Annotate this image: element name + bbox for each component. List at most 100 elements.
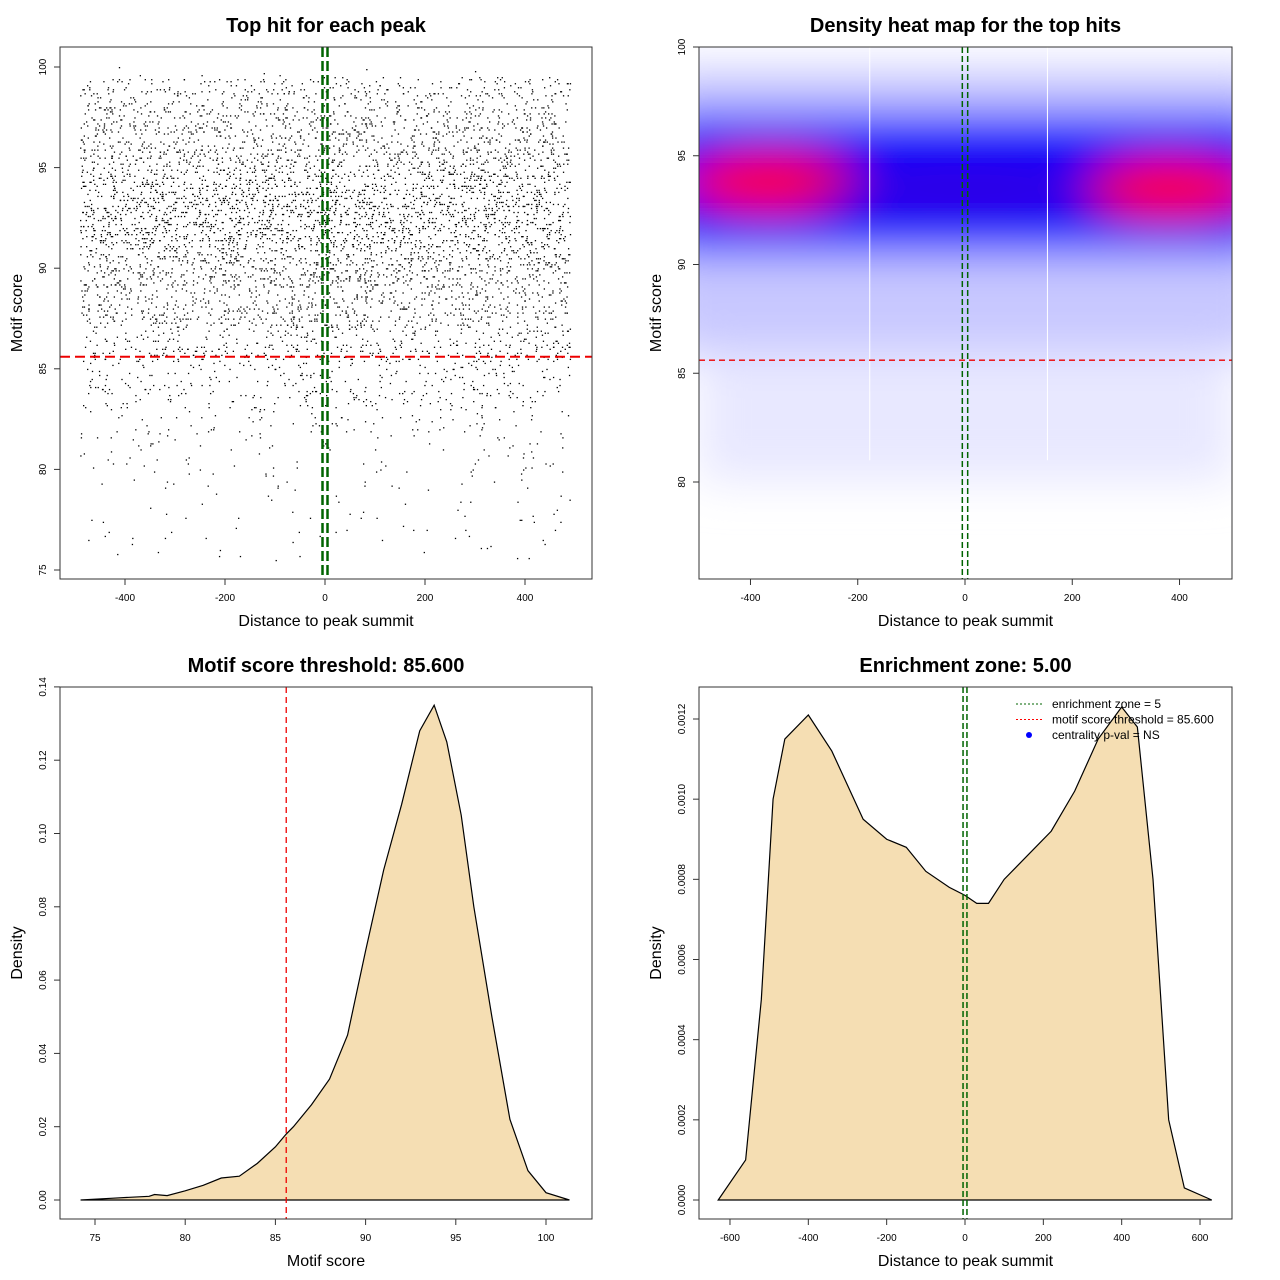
data-point — [564, 306, 567, 308]
data-point — [552, 153, 555, 155]
data-point — [177, 284, 179, 286]
data-point — [405, 334, 407, 336]
data-point — [173, 131, 175, 133]
data-point — [193, 292, 196, 294]
data-point — [126, 340, 129, 342]
data-point — [307, 177, 309, 179]
data-point — [441, 193, 443, 196]
data-point — [477, 459, 480, 461]
data-point — [380, 147, 382, 149]
data-point — [567, 248, 570, 250]
data-point — [274, 197, 277, 200]
data-point — [211, 276, 213, 278]
data-point — [297, 306, 299, 308]
data-point — [156, 290, 158, 292]
data-point — [524, 147, 526, 149]
data-point — [485, 223, 487, 226]
data-point — [176, 227, 178, 230]
data-point — [112, 219, 115, 222]
data-point — [236, 310, 239, 312]
data-point — [406, 308, 408, 310]
data-point — [264, 195, 266, 198]
data-point — [262, 199, 265, 202]
data-point — [484, 310, 486, 312]
data-point — [394, 346, 397, 348]
data-point — [513, 227, 515, 230]
data-point — [226, 173, 229, 175]
data-point — [382, 77, 385, 79]
data-point — [507, 384, 509, 387]
data-point — [508, 177, 511, 179]
data-point — [430, 211, 433, 214]
data-point — [493, 195, 495, 198]
data-point — [396, 113, 398, 115]
data-point — [332, 330, 334, 332]
data-point — [140, 276, 142, 278]
data-point — [139, 398, 141, 401]
data-point — [363, 87, 366, 89]
data-point — [98, 107, 101, 109]
data-point — [474, 211, 477, 214]
data-point — [183, 173, 185, 175]
data-point — [507, 123, 509, 125]
data-point — [84, 346, 87, 348]
data-point — [371, 187, 374, 190]
data-point — [559, 183, 561, 185]
data-point — [281, 233, 283, 236]
data-point — [415, 240, 417, 242]
data-point — [165, 231, 168, 234]
data-point — [318, 149, 320, 151]
data-point — [140, 449, 142, 451]
data-point — [229, 260, 231, 262]
data-point — [275, 312, 277, 314]
data-point — [337, 165, 339, 167]
data-point — [328, 256, 330, 258]
data-point — [372, 286, 374, 288]
data-point — [545, 117, 547, 119]
data-point — [443, 123, 445, 125]
data-point — [488, 455, 490, 457]
data-point — [362, 338, 364, 340]
data-point — [215, 213, 217, 216]
data-point — [358, 149, 360, 151]
data-point — [265, 475, 267, 477]
data-point — [478, 149, 480, 151]
data-point — [371, 298, 373, 300]
data-point — [286, 159, 288, 161]
data-point — [122, 179, 124, 181]
data-point — [217, 163, 220, 165]
data-point — [226, 81, 228, 83]
data-point — [256, 221, 259, 224]
data-point — [498, 109, 500, 111]
data-point — [90, 362, 92, 365]
data-point — [226, 352, 228, 355]
data-point — [272, 199, 274, 202]
data-point — [369, 123, 371, 125]
data-point — [473, 400, 475, 403]
data-point — [528, 557, 530, 560]
data-point — [273, 268, 275, 270]
data-point — [365, 320, 367, 322]
data-point — [265, 473, 267, 475]
data-point — [147, 183, 149, 185]
data-point — [306, 201, 309, 204]
data-point — [533, 330, 535, 332]
data-point — [362, 268, 365, 270]
data-point — [469, 121, 471, 123]
data-point — [543, 187, 546, 190]
data-point — [488, 175, 491, 177]
data-point — [393, 123, 395, 125]
data-point — [202, 225, 204, 228]
data-point — [528, 274, 531, 276]
data-point — [370, 225, 372, 228]
data-point — [562, 471, 564, 473]
data-point — [314, 314, 316, 316]
data-point — [264, 346, 267, 348]
data-point — [508, 394, 510, 397]
data-point — [287, 350, 289, 352]
data-point — [132, 155, 134, 157]
data-point — [161, 217, 164, 220]
data-point — [234, 324, 236, 326]
data-point — [540, 193, 542, 196]
data-point — [328, 147, 331, 149]
